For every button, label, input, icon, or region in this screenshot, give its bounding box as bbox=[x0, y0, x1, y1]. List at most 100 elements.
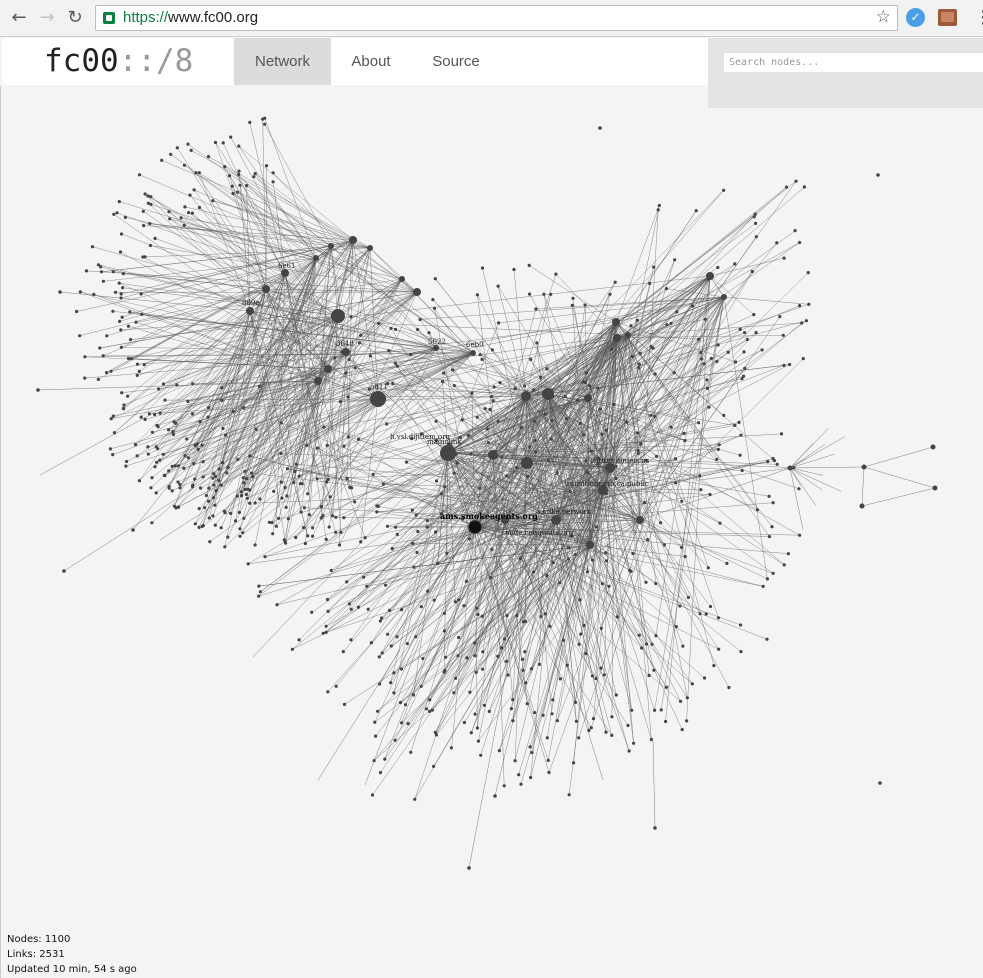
graph-node[interactable] bbox=[237, 172, 241, 177]
graph-node[interactable] bbox=[370, 391, 386, 407]
graph-node[interactable] bbox=[685, 696, 689, 700]
graph-node[interactable] bbox=[118, 250, 123, 254]
graph-node[interactable] bbox=[725, 561, 729, 565]
graph-node[interactable] bbox=[786, 552, 791, 556]
graph-node[interactable] bbox=[515, 613, 519, 618]
graph-node[interactable] bbox=[654, 454, 659, 458]
graph-node[interactable] bbox=[604, 428, 609, 432]
graph-node[interactable] bbox=[150, 430, 154, 434]
graph-node[interactable] bbox=[765, 577, 770, 581]
graph-node[interactable] bbox=[197, 205, 202, 210]
graph-node[interactable] bbox=[170, 464, 174, 468]
graph-node[interactable] bbox=[253, 501, 257, 505]
tab-network[interactable]: Network bbox=[234, 38, 331, 85]
graph-node[interactable] bbox=[333, 356, 337, 360]
graph-node[interactable] bbox=[137, 369, 141, 373]
graph-node[interactable] bbox=[223, 545, 227, 549]
graph-node[interactable] bbox=[464, 579, 468, 583]
graph-node[interactable] bbox=[680, 499, 684, 503]
graph-node[interactable] bbox=[716, 616, 721, 620]
graph-node[interactable] bbox=[378, 682, 382, 686]
graph-node[interactable] bbox=[551, 515, 561, 525]
graph-node[interactable] bbox=[207, 516, 211, 520]
graph-node[interactable] bbox=[653, 414, 657, 418]
graph-node[interactable] bbox=[285, 494, 289, 498]
graph-node[interactable] bbox=[669, 321, 673, 325]
graph-node[interactable] bbox=[135, 362, 140, 366]
graph-node[interactable] bbox=[739, 433, 743, 437]
graph-node[interactable] bbox=[353, 500, 357, 504]
graph-node[interactable] bbox=[584, 459, 588, 463]
graph-node[interactable] bbox=[570, 303, 574, 307]
graph-node[interactable] bbox=[733, 262, 737, 266]
graph-node[interactable] bbox=[146, 194, 150, 198]
graph-node[interactable] bbox=[244, 492, 248, 497]
graph-node[interactable] bbox=[246, 562, 250, 566]
graph-node[interactable] bbox=[395, 635, 399, 639]
graph-node[interactable] bbox=[566, 557, 571, 561]
graph-node[interactable] bbox=[326, 477, 330, 481]
graph-node[interactable] bbox=[213, 503, 217, 507]
graph-node[interactable] bbox=[146, 452, 150, 456]
graph-node[interactable] bbox=[208, 540, 212, 544]
graph-node[interactable] bbox=[558, 677, 563, 681]
graph-node[interactable] bbox=[189, 148, 193, 152]
graph-node[interactable] bbox=[800, 321, 804, 325]
graph-node[interactable] bbox=[148, 222, 152, 226]
graph-node[interactable] bbox=[434, 419, 438, 423]
graph-node[interactable] bbox=[373, 720, 377, 724]
graph-node[interactable] bbox=[771, 456, 775, 461]
graph-node[interactable] bbox=[696, 337, 701, 341]
graph-node[interactable] bbox=[194, 171, 198, 175]
graph-node[interactable] bbox=[629, 324, 633, 328]
graph-node[interactable] bbox=[497, 321, 501, 325]
graph-node[interactable] bbox=[488, 450, 498, 460]
graph-node[interactable] bbox=[229, 135, 233, 139]
graph-node[interactable] bbox=[176, 480, 180, 484]
graph-node[interactable] bbox=[415, 550, 419, 555]
graph-node[interactable] bbox=[233, 519, 238, 523]
reload-icon[interactable]: ↻ bbox=[67, 7, 83, 28]
graph-node[interactable] bbox=[648, 281, 652, 286]
graph-node[interactable] bbox=[36, 388, 40, 392]
graph-nodes[interactable] bbox=[36, 116, 938, 870]
extension-icon-blue[interactable]: ✓ bbox=[906, 8, 925, 27]
graph-node[interactable] bbox=[241, 531, 245, 535]
graph-node[interactable] bbox=[739, 650, 743, 654]
graph-node[interactable] bbox=[488, 407, 492, 411]
graph-node[interactable] bbox=[242, 516, 246, 520]
graph-node[interactable] bbox=[111, 270, 115, 274]
graph-node[interactable] bbox=[424, 707, 429, 711]
graph-node[interactable] bbox=[197, 171, 201, 175]
graph-node[interactable] bbox=[223, 165, 227, 169]
graph-node[interactable] bbox=[788, 362, 792, 367]
graph-node[interactable] bbox=[528, 445, 532, 449]
graph-node[interactable] bbox=[204, 493, 208, 498]
graph-node[interactable] bbox=[734, 360, 738, 364]
graph-node[interactable] bbox=[590, 674, 595, 678]
graph-node[interactable] bbox=[283, 485, 287, 490]
graph-node[interactable] bbox=[426, 589, 430, 593]
graph-node[interactable] bbox=[802, 185, 807, 189]
graph-node[interactable] bbox=[222, 509, 226, 513]
graph-node[interactable] bbox=[198, 420, 202, 424]
graph-node[interactable] bbox=[674, 457, 678, 461]
graph-node[interactable] bbox=[583, 303, 587, 307]
graph-node[interactable] bbox=[511, 698, 515, 702]
graph-node[interactable] bbox=[635, 318, 640, 322]
graph-node[interactable] bbox=[347, 357, 351, 361]
graph-node[interactable] bbox=[509, 707, 513, 711]
graph-node[interactable] bbox=[481, 667, 485, 671]
graph-node[interactable] bbox=[440, 379, 445, 384]
graph-node[interactable] bbox=[192, 188, 196, 192]
graph-node[interactable] bbox=[126, 394, 130, 398]
graph-node[interactable] bbox=[414, 513, 418, 517]
graph-node[interactable] bbox=[539, 614, 543, 619]
graph-node[interactable] bbox=[567, 793, 571, 797]
graph-node[interactable] bbox=[697, 421, 701, 425]
graph-node[interactable] bbox=[237, 169, 241, 173]
graph-node[interactable] bbox=[173, 464, 177, 468]
graph-node[interactable] bbox=[574, 719, 579, 723]
graph-node[interactable] bbox=[598, 126, 602, 130]
graph-node[interactable] bbox=[186, 456, 190, 460]
